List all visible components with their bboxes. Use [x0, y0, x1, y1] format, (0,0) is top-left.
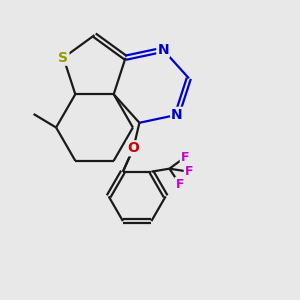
- Text: F: F: [176, 178, 184, 191]
- Text: S: S: [58, 51, 68, 65]
- Text: O: O: [128, 141, 139, 155]
- Text: F: F: [181, 151, 189, 164]
- Text: N: N: [171, 108, 183, 122]
- Text: N: N: [157, 43, 169, 57]
- Text: F: F: [184, 165, 193, 178]
